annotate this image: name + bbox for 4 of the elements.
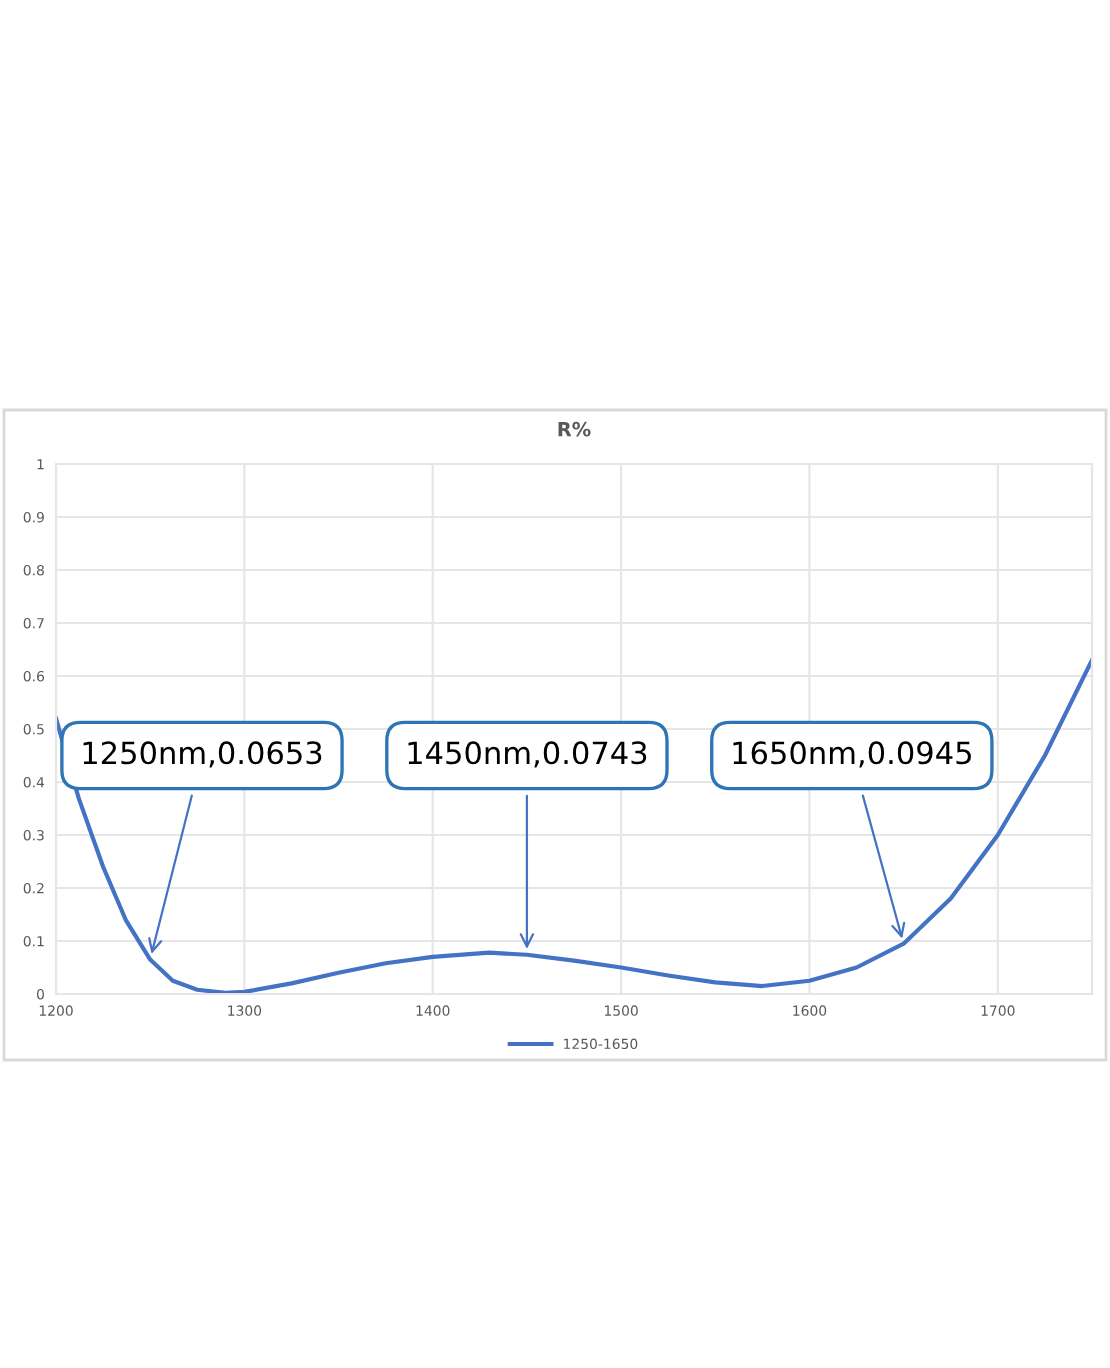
chart-title: R% — [558, 421, 591, 437]
annotation: 1450nm,0.0743 — [408, 741, 647, 768]
annotation: 1250nm,0.0653 — [83, 741, 322, 768]
annotation: 1650nm,0.0945 — [733, 741, 971, 768]
